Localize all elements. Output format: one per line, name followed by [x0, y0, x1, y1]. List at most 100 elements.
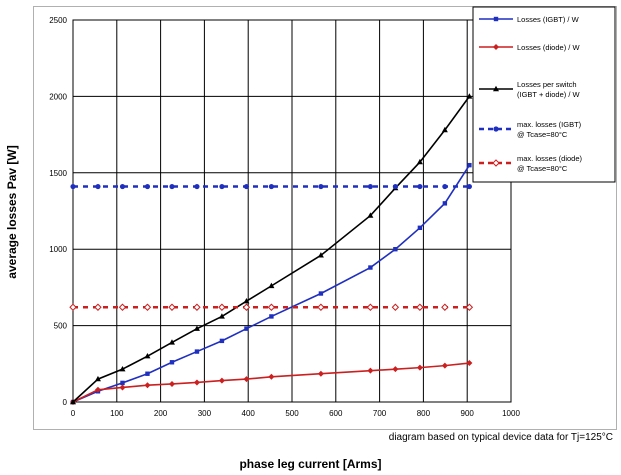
diode-losses-point	[119, 384, 126, 391]
legend-marker-max-diode-losses	[492, 159, 500, 167]
igbt-losses-point	[442, 201, 448, 206]
igbt-losses-point	[145, 371, 150, 376]
legend-label-igbt-losses: Losses (IGBT) / W	[517, 15, 580, 24]
igbt-losses-point	[393, 247, 398, 252]
max-diode-losses-point	[416, 303, 424, 311]
legend-marker-switch-losses	[493, 85, 499, 92]
max-igbt-losses-point	[367, 183, 374, 190]
x-tick-label: 500	[285, 409, 299, 418]
max-igbt-losses-point	[442, 183, 448, 190]
x-tick-label: 400	[242, 409, 256, 418]
switch-losses-point	[317, 252, 324, 258]
diode-losses-point	[367, 367, 374, 374]
legend-marker-igbt-losses	[493, 16, 499, 22]
igbt-losses-point	[120, 380, 125, 386]
max-diode-losses-point	[366, 303, 375, 311]
max-diode-losses-point	[143, 303, 152, 311]
igbt-losses-point	[417, 225, 423, 231]
max-diode-losses-point	[317, 303, 325, 311]
switch-losses-point	[243, 297, 250, 304]
igbt-losses-point	[219, 338, 225, 344]
legend-label-max-diode-losses: @ Tcase=80°C	[517, 164, 568, 173]
legend-label-switch-losses: Losses per switch	[517, 80, 577, 89]
diode-losses-point	[243, 376, 250, 383]
max-diode-losses-point	[465, 303, 474, 311]
max-igbt-losses-point	[169, 183, 175, 190]
max-igbt-losses-point	[243, 183, 250, 190]
diode-losses-point	[317, 370, 324, 377]
max-diode-losses-point	[267, 303, 276, 311]
switch-losses-point	[466, 93, 473, 99]
max-igbt-losses-point	[95, 183, 101, 190]
diode-losses-point	[168, 380, 175, 387]
max-diode-losses-point	[118, 303, 127, 311]
switch-losses-point	[168, 339, 175, 345]
max-diode-losses-point	[391, 303, 400, 311]
max-igbt-losses-point	[219, 183, 225, 190]
chart-footnote: diagram based on typical device data for…	[388, 432, 613, 443]
max-diode-losses-point	[94, 303, 102, 311]
legend-label-max-igbt-losses: max. losses (IGBT)	[517, 120, 582, 129]
switch-losses-point	[416, 158, 423, 165]
diode-losses-point	[466, 360, 473, 367]
x-tick-label: 800	[417, 409, 431, 418]
switch-losses-point	[70, 398, 76, 405]
legend-marker-diode-losses	[493, 44, 499, 50]
y-tick-label: 500	[54, 322, 68, 331]
x-tick-label: 1000	[502, 409, 520, 418]
switch-losses-point	[94, 375, 101, 382]
legend-label-diode-losses: Losses (diode) / W	[517, 43, 580, 52]
y-tick-label: 2500	[49, 16, 67, 25]
max-igbt-losses-point	[466, 183, 472, 190]
x-axis-label: phase leg current [Arms]	[239, 457, 382, 471]
legend-label-switch-losses: (IGBT + diode) / W	[517, 90, 581, 99]
x-tick-label: 200	[154, 409, 168, 418]
y-tick-label: 0	[63, 398, 68, 407]
legend-box	[472, 6, 616, 183]
igbt-losses-point	[269, 314, 274, 319]
diode-losses-point	[193, 379, 200, 386]
diode-losses-point	[441, 362, 448, 369]
y-tick-label: 1000	[49, 245, 67, 254]
switch-losses-point	[268, 282, 275, 289]
max-igbt-losses-point	[194, 183, 200, 190]
diode-losses-point	[144, 382, 151, 389]
max-igbt-losses-point	[70, 183, 76, 190]
igbt-losses-point	[467, 162, 472, 168]
max-diode-losses-point	[218, 303, 226, 311]
igbt-losses-point	[169, 360, 175, 365]
max-diode-losses-point	[69, 303, 77, 311]
max-igbt-losses-point	[268, 183, 275, 190]
x-tick-label: 600	[329, 409, 343, 418]
max-diode-losses-point	[168, 303, 176, 311]
igbt-losses-point	[368, 265, 373, 270]
max-igbt-losses-point	[144, 183, 151, 190]
igbt-losses-point	[318, 291, 324, 296]
diode-losses-point	[218, 377, 225, 384]
legend-label-max-diode-losses: max. losses (diode)	[517, 154, 583, 163]
x-tick-label: 300	[198, 409, 212, 418]
diode-losses-point	[416, 364, 423, 371]
y-tick-label: 2000	[49, 92, 67, 101]
switch-losses-point	[144, 352, 151, 359]
max-igbt-losses-point	[392, 183, 398, 190]
igbt-losses-point	[244, 326, 249, 331]
switch-losses-point	[367, 212, 374, 218]
max-igbt-losses-point	[119, 183, 126, 190]
switch-losses-point	[218, 313, 225, 319]
max-diode-losses-point	[242, 303, 251, 311]
y-tick-label: 1500	[49, 169, 67, 178]
x-tick-label: 0	[71, 409, 76, 418]
max-diode-losses-point	[193, 303, 201, 311]
max-igbt-losses-point	[417, 183, 423, 190]
igbt-losses-point	[194, 349, 200, 354]
switch-losses-point	[119, 365, 126, 372]
legend-label-max-igbt-losses: @ Tcase=80°C	[517, 130, 568, 139]
diode-losses-point	[94, 386, 101, 393]
legend-marker-max-igbt-losses	[493, 126, 499, 132]
diode-losses-point	[268, 373, 275, 380]
x-tick-label: 100	[110, 409, 124, 418]
diode-losses-point	[392, 366, 399, 373]
x-tick-label: 700	[373, 409, 387, 418]
